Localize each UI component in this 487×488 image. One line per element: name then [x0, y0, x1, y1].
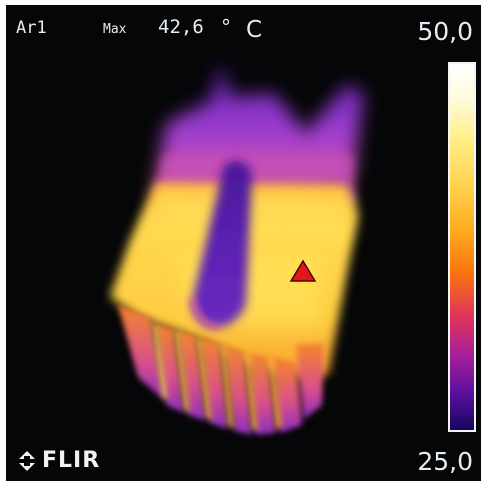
measurement-area-label: Ar1 — [16, 18, 47, 38]
scale-max-label: 50,0 — [417, 17, 473, 46]
hotspot-triangle-icon — [289, 259, 317, 282]
max-label: Max — [103, 22, 127, 37]
temperature-unit: C — [246, 17, 263, 43]
color-scale-bar — [448, 62, 476, 432]
max-temperature-value: 42,6 — [158, 16, 204, 38]
slot-edge-glow — [188, 295, 222, 331]
flir-logo-icon — [19, 451, 35, 471]
degree-symbol: ° — [221, 15, 231, 39]
thermal-image-frame: Ar1 Max 42,6 ° C 50,0 25,0 FLIR — [6, 5, 481, 481]
scale-min-label: 25,0 — [417, 447, 473, 476]
fin-highlights — [152, 323, 282, 431]
device-slot — [192, 160, 252, 328]
brand-name: FLIR — [42, 448, 101, 473]
brand-logo: FLIR — [16, 446, 100, 476]
thermal-scene — [110, 63, 364, 435]
